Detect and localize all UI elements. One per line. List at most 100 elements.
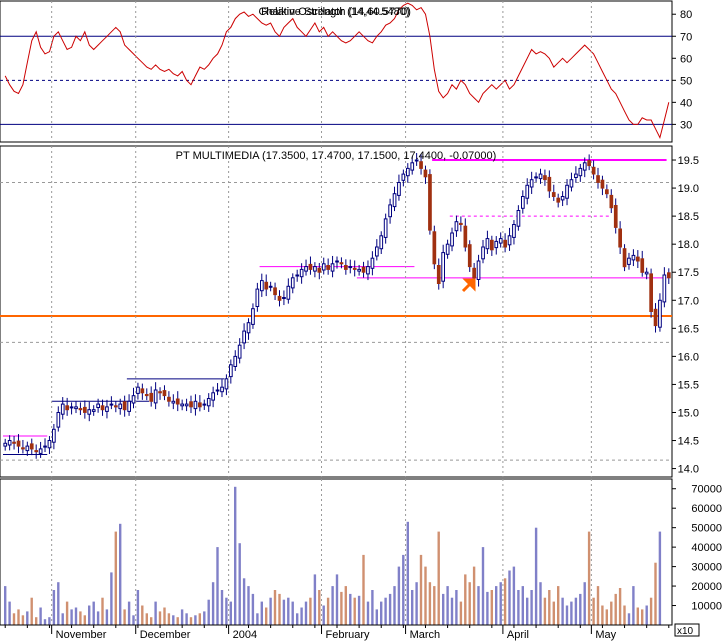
price-tick-label: 15.5 [678,379,699,391]
candle [282,290,286,306]
candle-body [410,162,415,171]
candle-body [406,167,410,177]
volume-bar [26,611,29,625]
volume-bar [247,586,250,625]
volume-bar [326,597,330,625]
candle-body [560,196,565,201]
candle-body [578,167,583,177]
candle-body [78,408,83,411]
candle [463,218,468,252]
volume-bar [371,590,374,625]
candle [215,383,220,396]
candle [410,156,415,175]
candle-body [167,396,171,402]
candle [450,227,454,252]
volume-bar [150,617,153,625]
volume-bar [30,597,33,625]
candle-body [525,184,530,199]
candle-body [330,263,335,272]
candle [273,282,277,300]
candle-body [498,238,503,244]
candle [556,193,561,208]
candle-body [180,403,185,407]
volume-bar [234,486,237,625]
volume-bar [39,607,42,625]
rsi-plot-frame [0,0,673,143]
candle-body [233,355,238,367]
candle [627,252,631,270]
price-tick-label: 18.0 [678,239,699,251]
volume-bar [477,586,480,625]
candle [140,383,145,400]
candle-body [38,448,43,454]
candle-body [441,252,445,282]
candle [379,231,384,254]
volume-bar [605,609,608,625]
volume-bar [481,547,485,625]
candle-body [574,173,578,179]
volume-bar [35,617,38,625]
candle-body [211,392,216,401]
volume-bar [79,611,82,625]
rsi-tick-label: 40 [680,97,692,109]
volume-bar [424,566,427,625]
candle [582,157,587,178]
volume-bar [52,590,56,625]
candle [233,350,238,371]
volume-bar [225,597,228,625]
price-tick-label: 15.0 [678,407,699,419]
volume-bar [282,599,286,625]
volume-tick-label: 50000 [691,523,722,535]
volume-bar [132,615,135,625]
candle [255,282,260,312]
candle-body [109,403,114,406]
candle [12,436,16,450]
volume-panel: 10000 20000 30000 40000 50000 60000 70000 x10 [0,478,722,637]
candle [109,396,114,410]
candle [330,255,335,278]
volume-bar [309,597,312,625]
candle-body [282,297,286,299]
candle-body [658,299,662,328]
candle [317,262,322,280]
candle [268,281,273,292]
candle-body [149,392,154,402]
candle [574,166,578,183]
candle [640,250,645,277]
volume-bar [539,582,542,625]
candle-body [596,175,600,183]
volume-tick-label: 20000 [691,581,722,593]
volume-bar [641,609,644,625]
candle-body [326,265,330,270]
candle [52,423,56,450]
candle [414,153,419,166]
candle [428,169,432,235]
candle-body [454,221,459,232]
candle-body [582,162,587,171]
volume-bar [8,601,11,625]
candle [29,438,34,456]
candle [43,438,47,453]
candle [16,434,21,454]
volume-bar [636,607,639,625]
candle-body [299,268,304,278]
volume-bar [486,591,489,625]
candle [658,293,662,332]
candle-body [432,231,437,265]
candle-body [184,403,189,407]
volume-bar [194,615,197,625]
candle-body [383,218,388,238]
candle [96,398,101,413]
price-tick-label: 14.5 [678,436,699,448]
candle-body [613,205,618,228]
volume-bar [415,582,418,625]
candle [202,399,207,410]
candle-body [662,274,667,303]
volume-bar [189,617,193,625]
volume-bar [627,613,631,625]
candle [193,394,198,416]
price-tick-label: 19.5 [678,155,699,167]
candle [3,438,8,451]
candle-body [114,405,118,408]
